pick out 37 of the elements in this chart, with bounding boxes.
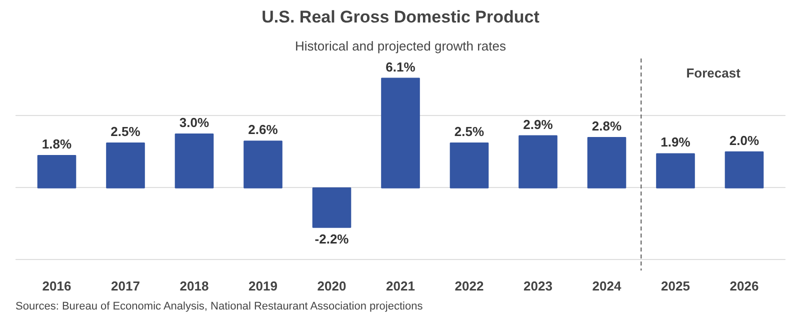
chart-title: U.S. Real Gross Domestic Product — [262, 8, 540, 26]
x-tick-label: 2026 — [730, 278, 759, 294]
x-tick-label: 2018 — [180, 278, 209, 294]
bar — [381, 78, 420, 188]
x-tick-label: 2022 — [454, 278, 484, 294]
x-tick-label: 2019 — [248, 278, 278, 294]
bar — [518, 135, 558, 188]
bar — [174, 133, 214, 188]
bar — [656, 153, 695, 188]
data-label: 2.8% — [592, 118, 622, 134]
data-label: 2.9% — [523, 116, 554, 132]
x-tick-label: 2025 — [661, 278, 690, 294]
x-tick-label: 2020 — [317, 278, 346, 294]
bar — [724, 151, 764, 188]
ref-line-label: Forecast — [686, 66, 742, 80]
data-label: 6.1% — [386, 59, 416, 74]
x-tick-label: 2021 — [386, 278, 415, 294]
bar — [450, 142, 489, 188]
source-note: Sources: Bureau of Economic Analysis, National Restaurant Association projections — [16, 300, 424, 312]
bar — [244, 140, 282, 188]
data-label: 2.5% — [454, 124, 485, 139]
data-label: 1.8% — [42, 136, 72, 152]
data-label: 2.5% — [110, 124, 141, 139]
bar — [37, 155, 76, 188]
chart-subtitle: Historical and projected growth rates — [295, 38, 506, 54]
data-label: 3.0% — [179, 114, 210, 130]
data-label: 2.6% — [248, 122, 278, 138]
bar — [312, 187, 352, 228]
data-label: 1.9% — [660, 134, 691, 150]
x-tick-label: 2023 — [524, 278, 552, 294]
x-tick-label: 2016 — [42, 278, 72, 294]
x-tick-label: 2024 — [592, 278, 622, 294]
x-tick-label: 2017 — [111, 278, 140, 294]
data-label: -2.2% — [314, 231, 350, 246]
bar — [587, 137, 626, 188]
data-label: 2.0% — [729, 132, 760, 148]
bar — [106, 142, 145, 188]
